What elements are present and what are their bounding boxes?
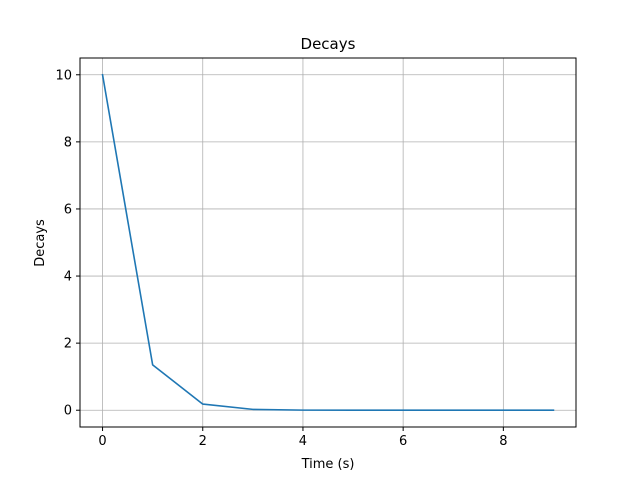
chart-title: Decays [301, 35, 356, 53]
y-tick-label: 6 [64, 202, 72, 217]
y-tick-label: 8 [64, 135, 72, 150]
x-tick-label: 8 [499, 434, 507, 449]
y-tick-label: 0 [64, 404, 72, 419]
y-axis-ticks: 0 2 4 6 8 10 [55, 68, 80, 419]
y-tick-label: 10 [55, 68, 72, 83]
y-tick-label: 2 [64, 337, 72, 352]
x-axis-ticks: 0 2 4 6 8 [98, 427, 507, 449]
x-tick-label: 0 [98, 434, 106, 449]
series-layer [101, 73, 555, 412]
axes-frame [79, 57, 577, 428]
x-tick-label: 4 [299, 434, 307, 449]
x-tick-label: 2 [199, 434, 207, 449]
y-tick-label: 4 [64, 270, 72, 285]
y-axis-label: Decays [33, 219, 48, 267]
x-tick-label: 6 [399, 434, 407, 449]
x-axis-label: Time (s) [301, 457, 355, 472]
series-line [101, 73, 555, 412]
